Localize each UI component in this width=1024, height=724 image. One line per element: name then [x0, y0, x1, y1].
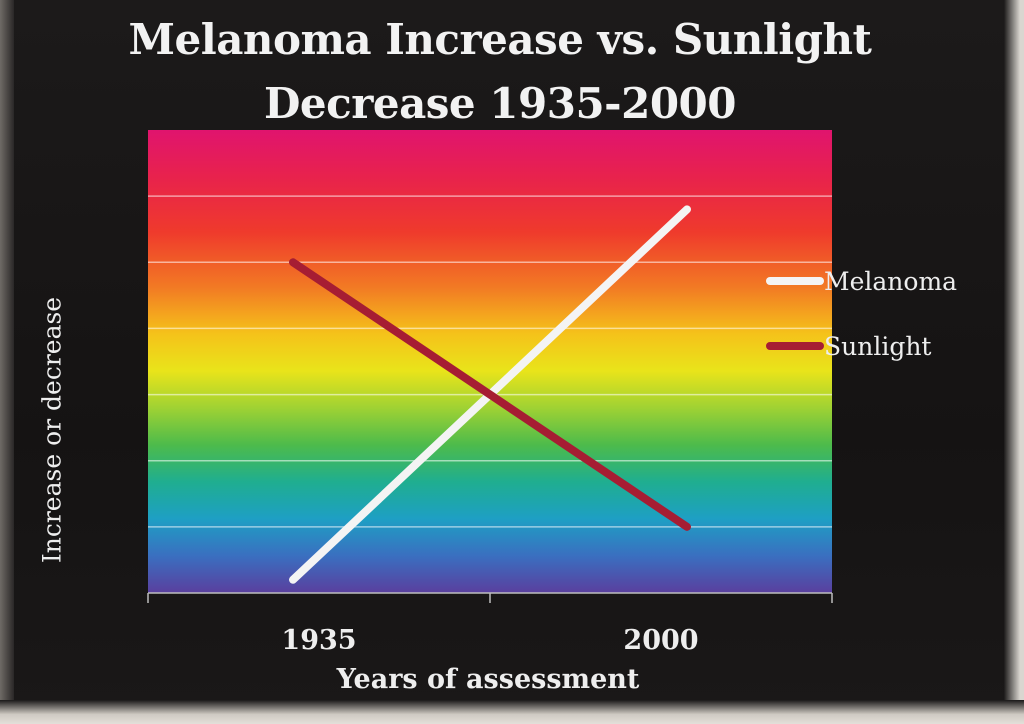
x-axis-label: Years of assessment: [336, 664, 640, 695]
x-tick-label: 2000: [623, 625, 698, 656]
legend: Melanoma Sunlight: [766, 267, 957, 361]
photo-edge-bottom: [0, 700, 1024, 724]
x-tick-label: 1935: [281, 625, 356, 656]
legend-label-melanoma: Melanoma: [824, 267, 957, 296]
photo-edge-left: [0, 0, 14, 724]
series-line-sunlight: [289, 258, 691, 531]
series-lines: [289, 205, 691, 584]
photo-edge-right: [1004, 0, 1024, 724]
plot-area: [148, 130, 832, 593]
legend-label-sunlight: Sunlight: [824, 332, 931, 361]
chart-title: Melanoma Increase vs. Sunlight Decrease …: [128, 15, 872, 128]
x-axis: 1935 2000: [147, 592, 833, 656]
